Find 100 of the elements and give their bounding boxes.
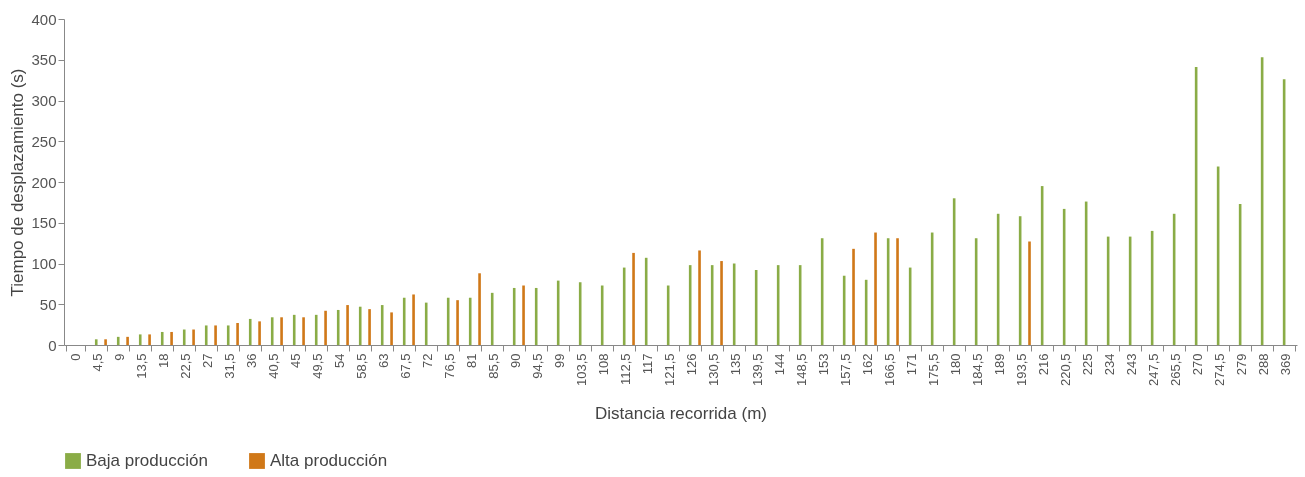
x-tick-label: 225	[1079, 353, 1095, 376]
x-tick-label: 58,5	[354, 353, 370, 379]
x-tick-label: 162	[859, 353, 875, 376]
bar	[478, 273, 481, 345]
bar	[468, 297, 472, 345]
x-tick-label: 31,5	[222, 353, 238, 379]
legend-label: Baja producción	[86, 451, 208, 470]
bar	[314, 314, 318, 345]
x-tick-label: 216	[1035, 353, 1051, 376]
x-tick-label: 180	[947, 353, 963, 376]
bar	[160, 331, 164, 345]
x-tick-label: 67,5	[398, 353, 414, 379]
bar	[896, 238, 899, 345]
bar	[248, 318, 252, 345]
x-tick-label: 148,5	[793, 353, 809, 387]
bar	[258, 321, 261, 345]
y-tick-label: 150	[31, 214, 57, 232]
bar	[358, 306, 362, 345]
x-tick-label: 220,5	[1057, 353, 1073, 387]
x-tick-label: 153	[815, 353, 831, 376]
x-tick-label: 184,5	[969, 353, 985, 387]
y-tick-label: 100	[31, 255, 57, 272]
bar	[116, 336, 120, 345]
bar	[424, 302, 428, 345]
x-tick-label: 103,5	[574, 353, 590, 387]
x-tick-label: 117	[640, 353, 655, 375]
y-tick-label: 250	[31, 132, 57, 150]
x-tick-label: 265,5	[1167, 353, 1183, 387]
x-tick-label: 135	[728, 353, 743, 376]
x-tick-label: 13,5	[134, 353, 150, 379]
x-tick-label: 247,5	[1145, 353, 1161, 387]
bar	[456, 300, 459, 345]
bar	[346, 305, 349, 345]
bar	[270, 317, 274, 345]
x-tick-label: 171	[903, 353, 919, 376]
bar	[324, 310, 327, 345]
bar	[698, 250, 701, 345]
bar	[490, 292, 494, 345]
x-tick-label: 193,5	[1013, 353, 1029, 387]
y-tick-label: 300	[31, 92, 57, 109]
bar	[170, 331, 173, 345]
x-tick-label: 9	[112, 353, 128, 361]
legend-label: Alta producción	[270, 451, 388, 470]
x-tick-label: 144	[771, 353, 787, 376]
bar	[236, 323, 239, 345]
bar	[292, 314, 296, 345]
x-tick-label: 90	[508, 353, 524, 368]
x-tick-label: 99	[552, 353, 568, 368]
x-axis-title: Distancia recorrida (m)	[595, 404, 767, 424]
bar	[1028, 241, 1031, 345]
x-tick-label: 243	[1123, 353, 1139, 376]
x-tick-label: 274,5	[1211, 353, 1227, 387]
bar	[412, 294, 415, 345]
x-tick-label: 22,5	[178, 353, 194, 379]
x-tick-label: 36	[244, 353, 260, 368]
bar	[182, 329, 186, 345]
bar	[126, 336, 129, 345]
x-tick-label: 85,5	[486, 353, 502, 379]
bar	[368, 309, 371, 345]
bar	[632, 252, 635, 345]
x-tick-label: 121,5	[662, 353, 677, 387]
bar	[644, 257, 648, 345]
x-tick-label: 94,5	[530, 353, 546, 379]
bar	[402, 297, 406, 345]
x-tick-label: 175,5	[925, 353, 941, 387]
x-tick-label: 81	[464, 353, 480, 368]
x-tick-label: 279	[1233, 353, 1249, 376]
bar	[446, 297, 450, 345]
bar	[600, 285, 604, 345]
bar	[512, 287, 516, 345]
bar	[148, 334, 151, 345]
x-tick-label: 157,5	[837, 353, 853, 387]
x-tick-label: 130,5	[706, 353, 721, 387]
bar	[204, 325, 208, 345]
x-tick-label: 288	[1255, 353, 1271, 376]
x-tick-label: 76,5	[442, 353, 458, 379]
x-tick-label: 40,5	[266, 353, 282, 379]
x-tick-label: 49,5	[310, 353, 326, 379]
bar	[534, 287, 538, 345]
x-tick-label: 27	[200, 353, 216, 368]
y-tick-label: 350	[31, 51, 57, 69]
bar	[138, 334, 142, 345]
y-tick-label: 50	[39, 295, 57, 313]
bar	[380, 305, 384, 345]
x-tick-label: 126	[684, 353, 699, 376]
bar	[214, 325, 217, 345]
x-tick-label: 139,5	[749, 353, 765, 387]
x-tick-label: 18	[156, 353, 172, 368]
bar	[666, 285, 670, 345]
x-tick-label: 166,5	[881, 353, 897, 387]
x-tick-label: 72	[420, 353, 436, 368]
x-tick-label: 4,5	[90, 353, 106, 372]
y-axis-title: Tiempo de desplazamiento (s)	[8, 68, 28, 297]
x-tick-label: 189	[991, 353, 1007, 376]
x-tick-label: 108	[596, 353, 612, 376]
bar	[390, 312, 393, 345]
x-tick-label: 270	[1189, 353, 1205, 376]
bar	[578, 282, 582, 345]
y-tick-label: 200	[31, 173, 57, 191]
bar	[336, 309, 340, 345]
